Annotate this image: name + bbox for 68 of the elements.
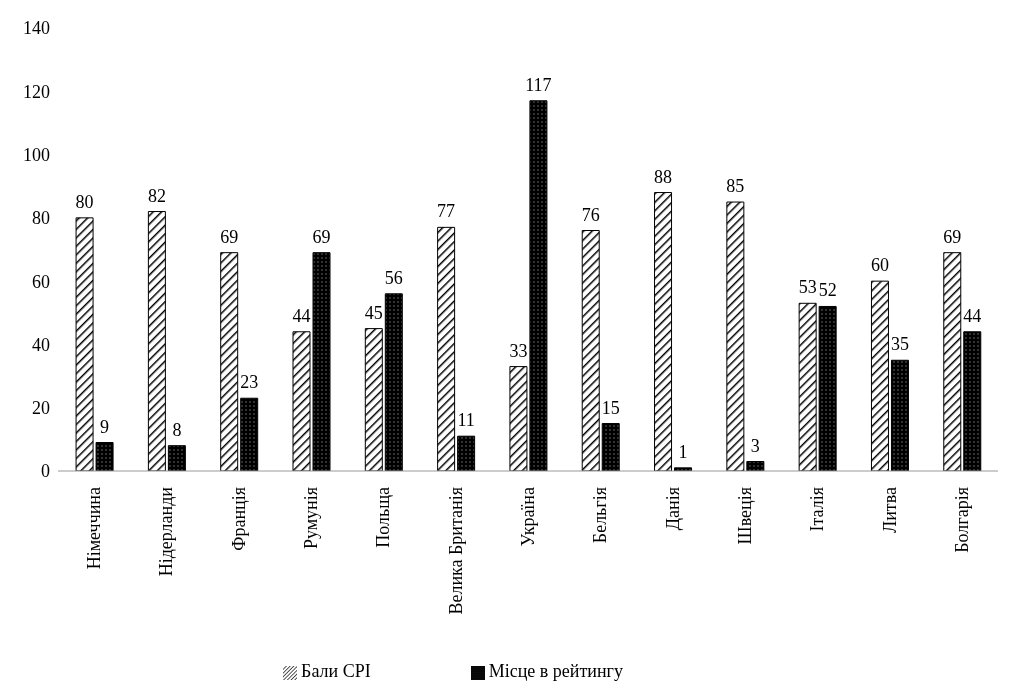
bar bbox=[220, 252, 239, 471]
bar bbox=[240, 397, 259, 471]
bar bbox=[654, 192, 673, 471]
data-label: 85 bbox=[726, 176, 745, 197]
data-label: 1 bbox=[678, 441, 688, 462]
y-tick-label: 40 bbox=[32, 334, 50, 355]
data-label: 8 bbox=[172, 419, 182, 440]
bar bbox=[384, 293, 403, 471]
data-label: 44 bbox=[963, 305, 982, 326]
x-tick-label: Франція bbox=[228, 487, 249, 551]
x-tick-label: Данія bbox=[662, 487, 683, 531]
bar bbox=[147, 211, 166, 471]
data-label: 69 bbox=[943, 226, 962, 247]
x-tick-label: Польща bbox=[373, 487, 394, 548]
y-tick-label: 100 bbox=[23, 144, 50, 165]
x-tick-label: Нідерланди bbox=[156, 486, 177, 577]
data-label: 23 bbox=[240, 372, 259, 393]
x-tick-label: Швеція bbox=[734, 487, 755, 545]
data-label: 80 bbox=[75, 191, 94, 212]
bar bbox=[798, 302, 817, 471]
data-label: 9 bbox=[100, 416, 110, 437]
x-tick-label: Німеччина bbox=[84, 486, 105, 570]
legend-label: Бали CPI bbox=[301, 661, 371, 681]
data-label: 77 bbox=[437, 201, 456, 222]
data-label: 11 bbox=[457, 410, 475, 431]
data-label: 35 bbox=[890, 334, 909, 355]
y-tick-label: 20 bbox=[32, 398, 50, 419]
data-label: 52 bbox=[818, 280, 837, 301]
data-label: 117 bbox=[525, 74, 552, 95]
data-label: 44 bbox=[292, 305, 311, 326]
data-label: 33 bbox=[509, 340, 528, 361]
bar bbox=[870, 280, 889, 471]
bar bbox=[726, 201, 745, 471]
x-tick-label: Румунія bbox=[301, 487, 322, 550]
bar bbox=[364, 328, 383, 471]
data-label: 3 bbox=[750, 435, 760, 456]
bar bbox=[581, 230, 600, 471]
bar bbox=[437, 226, 456, 471]
y-tick-label: 80 bbox=[32, 208, 50, 229]
x-tick-label: Італія bbox=[807, 487, 828, 532]
x-tick-label: Україна bbox=[518, 487, 538, 547]
data-label: 60 bbox=[870, 255, 889, 276]
x-tick-label: Велика Британія bbox=[445, 487, 466, 615]
data-label: 15 bbox=[601, 397, 620, 418]
data-label: 56 bbox=[384, 267, 403, 288]
data-label: 69 bbox=[220, 226, 239, 247]
legend-label: Місце в рейтингу bbox=[488, 661, 623, 681]
data-label: 45 bbox=[364, 302, 383, 323]
bar bbox=[601, 423, 620, 471]
bar bbox=[943, 252, 962, 471]
data-label: 88 bbox=[654, 166, 673, 187]
x-tick-label: Болгарія bbox=[951, 487, 972, 553]
y-tick-label: 120 bbox=[23, 81, 50, 102]
y-tick-label: 140 bbox=[23, 18, 50, 39]
data-label: 53 bbox=[798, 277, 817, 298]
y-tick-label: 0 bbox=[41, 461, 50, 482]
x-tick-label: Бельгія bbox=[590, 487, 611, 544]
bar bbox=[963, 331, 982, 471]
bar bbox=[746, 461, 765, 471]
data-label: 76 bbox=[581, 204, 600, 225]
data-label: 82 bbox=[147, 185, 166, 206]
data-label: 69 bbox=[312, 226, 331, 247]
y-tick-label: 60 bbox=[32, 271, 50, 292]
bar bbox=[818, 305, 837, 471]
bar bbox=[457, 435, 476, 471]
bar bbox=[167, 445, 186, 471]
x-tick-label: Литва bbox=[879, 487, 900, 533]
bar bbox=[890, 359, 909, 471]
